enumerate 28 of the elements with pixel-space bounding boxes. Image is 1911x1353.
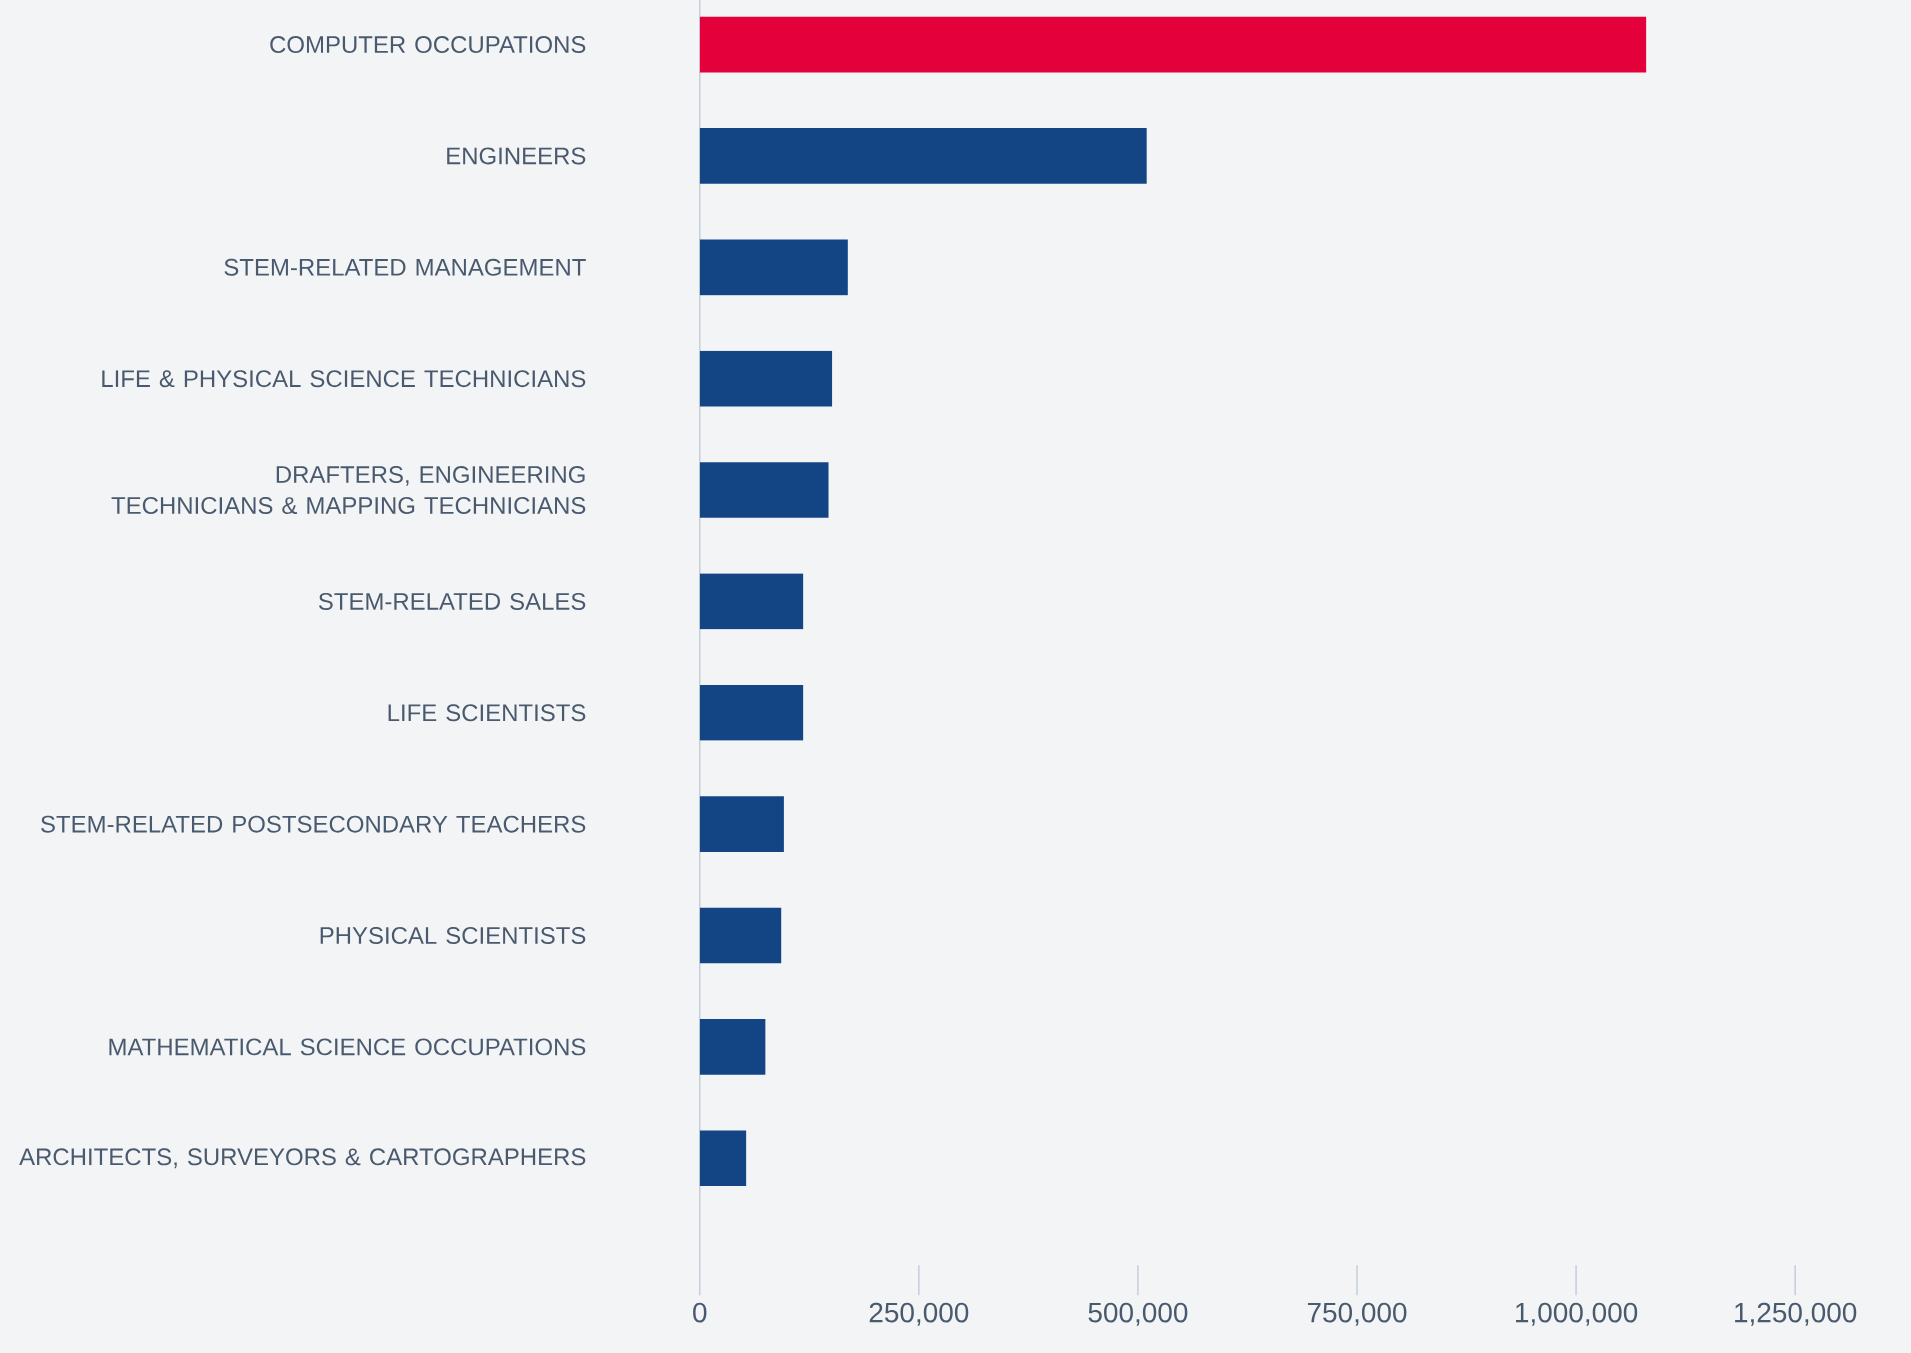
x-tick-label: 1,000,000 bbox=[1516, 1302, 1638, 1326]
x-tick-label: 0 bbox=[693, 1302, 707, 1323]
y-tick-label: STEM-RELATED MANAGEMENT bbox=[224, 258, 586, 276]
y-tick-label: PHYSICAL SCIENTISTS bbox=[320, 927, 586, 944]
bar bbox=[699, 1130, 747, 1187]
bar bbox=[699, 128, 1147, 184]
y-tick-label: DRAFTERS, ENGINEERING TECHNICIANS & MAPPING TECHNICIANS bbox=[111, 466, 586, 514]
bar bbox=[699, 239, 848, 296]
y-tick-label: MATHEMATICAL SCIENCE OCCUPATIONS bbox=[109, 1038, 586, 1056]
y-tick-label: STEM-RELATED POSTSECONDARY TEACHERS bbox=[41, 815, 586, 833]
bar bbox=[699, 907, 782, 964]
y-tick-label: ARCHITECTS, SURVEYORS & CARTOGRAPHERS bbox=[19, 1148, 586, 1169]
bar bbox=[699, 796, 784, 852]
bar bbox=[699, 684, 804, 741]
x-tick-label: 1,250,000 bbox=[1735, 1302, 1857, 1326]
bar bbox=[699, 573, 804, 630]
x-tick-label: 250,000 bbox=[869, 1302, 969, 1326]
x-tick-label: 750,000 bbox=[1307, 1302, 1407, 1326]
y-tick-label: ENGINEERS bbox=[447, 147, 586, 165]
y-tick-label: COMPUTER OCCUPATIONS bbox=[270, 36, 586, 54]
bar bbox=[699, 16, 1647, 73]
y-tick-label: LIFE & PHYSICAL SCIENCE TECHNICIANS bbox=[102, 370, 586, 388]
bar bbox=[699, 462, 829, 518]
bar bbox=[699, 1019, 766, 1075]
y-tick-label: LIFE SCIENTISTS bbox=[388, 704, 586, 722]
bar bbox=[699, 350, 833, 407]
y-tick-label: STEM-RELATED SALES bbox=[318, 592, 586, 610]
x-tick-label: 500,000 bbox=[1088, 1302, 1188, 1326]
